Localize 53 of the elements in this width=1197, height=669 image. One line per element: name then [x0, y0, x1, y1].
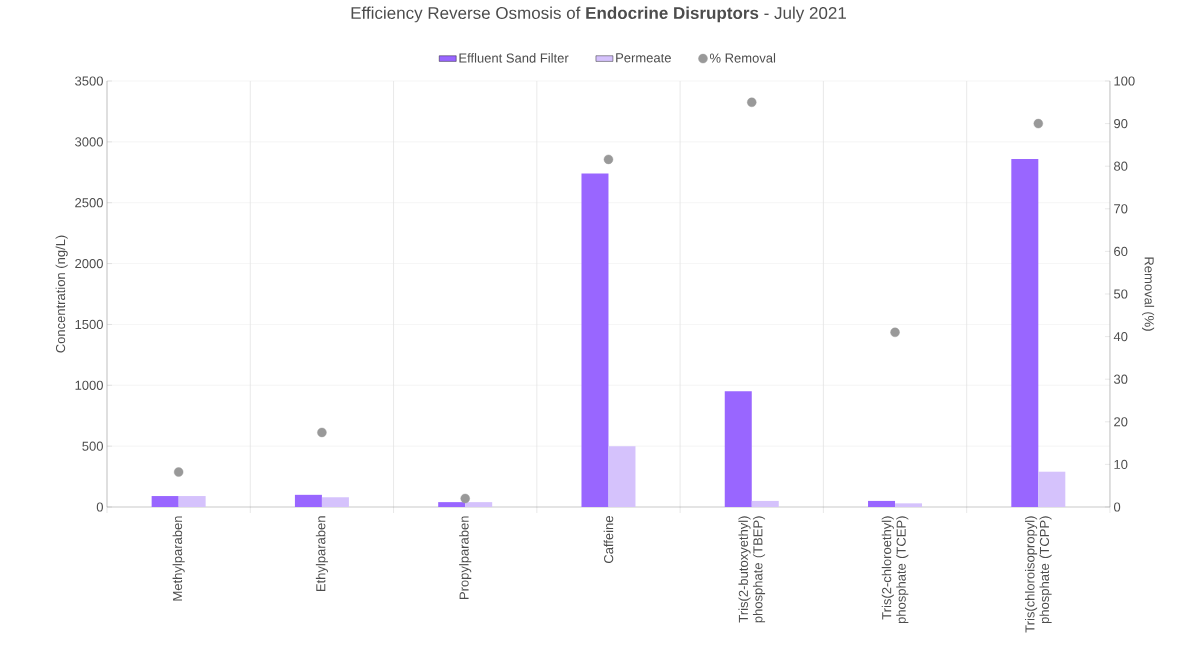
bar: [1011, 158, 1039, 507]
chart-title: Efficiency Reverse Osmosis of Endocrine Disruptors - July 2021: [351, 6, 846, 23]
legend-label: Permeate: [616, 53, 671, 63]
point: [460, 493, 470, 504]
x-tick-label: Tris(2-butoxyethyl) phosphate (TBEP): [738, 516, 766, 623]
y-tick-label: 500: [82, 441, 103, 451]
y-axis-title: Concentration (ng/L): [55, 235, 68, 353]
y-tick-label: 3000: [75, 137, 103, 147]
bar: [321, 497, 349, 507]
point: [603, 154, 614, 165]
y2-tick-label: 30: [1113, 374, 1128, 384]
point: [317, 427, 327, 438]
y2-tick-label: 80: [1114, 161, 1128, 171]
y-tick-label: 2500: [75, 198, 103, 208]
point: [890, 327, 900, 338]
bar: [751, 500, 779, 507]
legend-label: % Removal: [709, 53, 776, 63]
y2-tick-label: 10: [1114, 459, 1128, 469]
bar: [438, 502, 466, 507]
y2-tick-label: 100: [1114, 76, 1135, 86]
y-tick-label: 3500: [75, 76, 103, 86]
x-tick-label: Tris(2-chloroethyl) phosphate (TCEP): [881, 516, 909, 624]
x-tick-label: Methylparaben: [172, 516, 185, 601]
y-tick-label: 2000: [75, 258, 103, 269]
bar: [1038, 471, 1066, 507]
point: [173, 467, 184, 477]
y2-tick-label: 70: [1114, 204, 1128, 214]
point: [1033, 118, 1044, 129]
y2-tick-label: 20: [1114, 417, 1128, 427]
bar: [724, 391, 752, 507]
y2-tick-label: 60: [1114, 246, 1128, 256]
x-tick-label: Caffeine: [603, 516, 614, 564]
point: [747, 97, 757, 107]
y-tick-label: 1000: [75, 380, 103, 390]
y-tick-label: 1500: [75, 319, 103, 330]
bar: [868, 500, 896, 507]
y-tick-label: 0: [96, 502, 103, 512]
y2-tick-label: 40: [1113, 331, 1128, 342]
bar: [608, 446, 636, 507]
x-tick-label: Ethylparaben: [315, 516, 328, 592]
bar: [178, 496, 206, 507]
y2-tick-label: 50: [1113, 289, 1128, 299]
bar: [581, 173, 609, 507]
bar: [465, 502, 493, 507]
bar: [294, 494, 322, 507]
x-tick-label: Propylparaben: [459, 516, 472, 600]
y2-tick-label: 0: [1113, 502, 1121, 512]
x-tick-label: Tris(chloroisopropyl) phosphate (TCPP): [1025, 516, 1052, 633]
legend-label: Effluent Sand Filter: [459, 53, 569, 63]
y2-tick-label: 90: [1114, 118, 1128, 129]
bar: [895, 503, 923, 507]
bar: [151, 496, 179, 507]
y2-axis-title: Removal (%): [1142, 257, 1155, 331]
